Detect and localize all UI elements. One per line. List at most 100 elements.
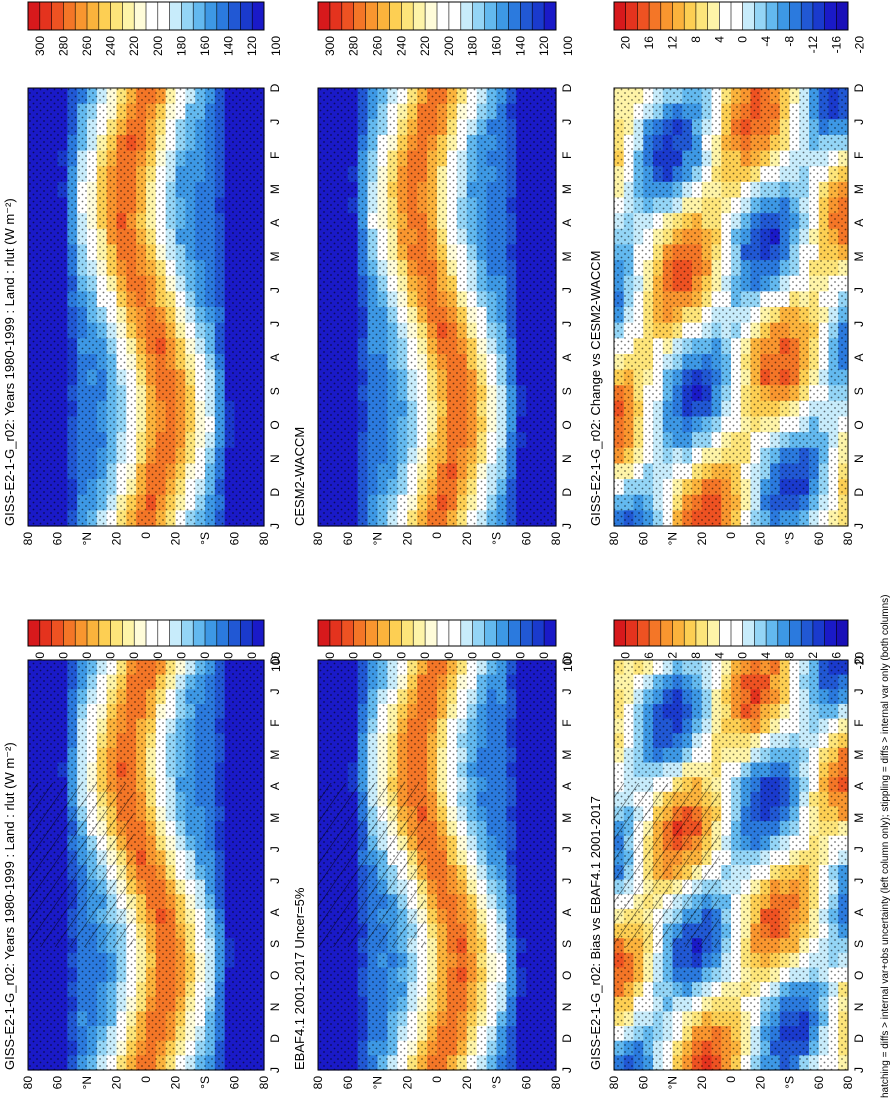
month-tick-label: D (268, 83, 282, 92)
colorbar-swatch (508, 2, 521, 30)
heatmap-panel-5: 80 60 °N 20 0 20 °S 60 80 D J F M A M J J A S O N D J GISS-E2-1… (588, 83, 866, 545)
colorbar-swatch (389, 620, 402, 646)
colorbar-swatch (836, 2, 849, 30)
month-tick-label: A (268, 354, 282, 362)
colorbar-tick-label: 100 (561, 36, 575, 56)
colorbar-swatch (660, 2, 673, 30)
lat-tick-label: 20 (460, 532, 474, 546)
panel-frame (317, 659, 557, 1071)
colorbar-tick-label: 12 (666, 36, 680, 50)
colorbar-tick-label: 300 (33, 36, 47, 56)
colorbar-swatch (660, 620, 673, 646)
month-tick-label: D (560, 1034, 574, 1043)
colorbar-tick-label: 220 (418, 36, 432, 56)
colorbar-swatch (205, 620, 218, 646)
colorbar-swatch (672, 2, 685, 30)
lat-tick-label: 20 (400, 532, 414, 546)
colorbar-swatch (193, 620, 206, 646)
month-tick-label: N (560, 454, 574, 463)
colorbar-swatch (401, 2, 414, 30)
colorbar-swatch (75, 2, 88, 30)
colorbar-swatch (39, 2, 53, 30)
colorbar-swatch (637, 620, 650, 646)
colorbar-swatch (75, 620, 88, 646)
month-tick-label: M (560, 813, 574, 823)
month-tick-label: M (560, 184, 574, 194)
colorbar-tick-label: 20 (619, 36, 633, 50)
month-tick-label: F (560, 719, 574, 726)
month-tick-label: A (852, 908, 866, 916)
colorbar-tick-label: 4 (712, 652, 726, 659)
heatmap-panel-4: 80 60 °N 20 0 20 °S 60 80 D J F M A M J J A S O N D J CESM2-WAC… (292, 83, 574, 545)
colorbar-swatch (707, 620, 720, 646)
heatmap-panel-0: 80 60 °N 20 0 20 °S 60 80 D J F M A M J J A S O N D J GISS-E2-1… (2, 655, 282, 1089)
colorbar-swatch (169, 620, 182, 646)
colorbar-swatch (437, 2, 450, 30)
month-tick-label: M (560, 251, 574, 261)
colorbar-tick-label: 0 (736, 36, 750, 43)
colorbar-tick-label: -4 (759, 652, 773, 663)
colorbar-swatch (252, 620, 265, 646)
colorbar-swatch (181, 620, 194, 646)
colorbar-swatch (169, 2, 182, 30)
colorbar-swatch (684, 2, 697, 30)
lat-tick-label: 60 (519, 532, 533, 546)
colorbar-swatch (377, 620, 390, 646)
lat-tick-label: °S (783, 1076, 797, 1089)
month-tick-label: D (268, 655, 282, 664)
month-tick-label: J (268, 119, 282, 125)
colorbar-swatch (836, 620, 849, 646)
month-tick-label: J (560, 287, 574, 293)
month-tick-label: A (560, 782, 574, 790)
colorbar-swatch (672, 620, 685, 646)
panel-title: GISS-E2-1-G_r02: Years 1980-1999 : Land … (2, 742, 17, 1070)
lat-tick-label: 20 (753, 532, 767, 546)
month-tick-label: M (852, 750, 866, 760)
lat-tick-label: 80 (21, 532, 35, 546)
lat-tick-label: 80 (607, 532, 621, 546)
colorbar-swatch (377, 2, 390, 30)
colorbar-swatch (28, 2, 41, 30)
colorbar-tick-label: 260 (371, 36, 385, 56)
lat-tick-label: °S (490, 532, 504, 545)
colorbar-swatch (216, 620, 230, 646)
lat-tick-label: 60 (228, 1076, 242, 1090)
lat-tick-label: °N (666, 1076, 680, 1089)
lat-tick-label: 80 (549, 532, 563, 546)
colorbar-swatch (496, 620, 509, 646)
lat-tick-label: 80 (841, 1076, 855, 1090)
stippling-overlay (318, 88, 556, 526)
month-tick-label: S (852, 940, 866, 948)
lat-tick-label: 80 (257, 532, 271, 546)
month-tick-label: J (560, 878, 574, 884)
colorbar-absolute-top-left: 300 280 260 240 220 200 180 160 140 120 100 (27, 1, 283, 56)
lat-tick-label: 20 (169, 532, 183, 546)
colorbar-tick-label: 220 (127, 36, 141, 56)
month-tick-label: J (852, 846, 866, 852)
colorbar-swatch (766, 620, 779, 646)
colorbar-swatch (110, 620, 123, 646)
colorbar-tick-label: 140 (222, 36, 236, 56)
colorbar-tick-label: -4 (759, 36, 773, 47)
colorbar-swatch (824, 2, 837, 30)
lat-tick-label: °S (783, 532, 797, 545)
colorbar-swatch (649, 620, 662, 646)
month-tick-label: A (560, 908, 574, 916)
colorbar-swatch (63, 2, 76, 30)
colorbar-tick-label: 8 (689, 36, 703, 43)
lat-tick-label: 80 (21, 1076, 35, 1090)
month-tick-label: J (852, 321, 866, 327)
colorbar-swatch (754, 2, 767, 30)
colorbar-tick-label: 240 (104, 36, 118, 56)
heatmap-panel-2: 80 60 °N 20 0 20 °S 60 80DJFMAMJJASONDJGISS-E2-1… (588, 655, 866, 1089)
colorbar-swatch (341, 620, 355, 646)
colorbar-tick-label: 300 (323, 36, 337, 56)
colorbar-swatch (484, 2, 497, 30)
lat-tick-label: 0 (430, 532, 444, 539)
month-tick-label: J (852, 523, 866, 529)
month-tick-label: D (268, 488, 282, 497)
colorbar-swatch (51, 2, 64, 30)
colorbar-swatch (625, 620, 638, 646)
heatmap-panel-1: 80 60 °N 20 0 20 °S 60 80 D J F M A M J J A S O N D J EBAF4.1 2… (292, 655, 574, 1089)
colorbar-swatch (695, 2, 709, 30)
